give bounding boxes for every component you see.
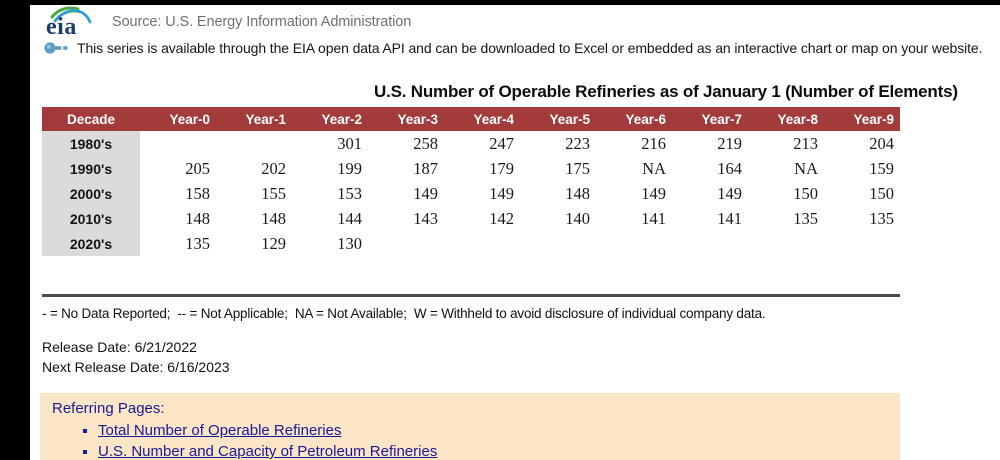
- next-release-date: Next Release Date: 6/16/2023: [42, 358, 230, 375]
- section-divider: [42, 294, 900, 297]
- referring-link-item: Total Number of Operable Refineries: [98, 422, 900, 439]
- decade-label: 2020's: [42, 231, 140, 256]
- referring-link[interactable]: Total Number of Operable Refineries: [98, 422, 342, 439]
- table-row: 2020's 135 129 130: [42, 231, 900, 256]
- column-header-year-3: Year-3: [368, 107, 444, 131]
- decade-label: 2000's: [42, 181, 140, 206]
- column-header-year-2: Year-2: [292, 107, 368, 131]
- value-cell: 179: [489, 158, 514, 178]
- value-cell: 144: [337, 208, 362, 228]
- referring-pages-box: Referring Pages: Total Number of Operabl…: [40, 393, 900, 460]
- value-cell: [368, 231, 444, 256]
- column-header-decade: Decade: [42, 107, 140, 131]
- value-cell: 141: [717, 208, 742, 228]
- table-row: 1990's 205 202 199 187 179 175 NA 164 NA 159: [42, 156, 900, 181]
- release-dates: Release Date: 6/21/2022 Next Release Dat…: [42, 338, 230, 377]
- value-cell: 164: [717, 158, 742, 178]
- value-cell: 149: [641, 183, 666, 203]
- top-frame-bar: [0, 0, 1000, 5]
- column-header-year-8: Year-8: [748, 107, 824, 131]
- value-cell: 143: [413, 208, 438, 228]
- value-cell: 148: [185, 208, 210, 228]
- table-title: U.S. Number of Operable Refineries as of…: [374, 82, 958, 101]
- referring-link[interactable]: U.S. Number and Capacity of Petroleum Re…: [98, 443, 438, 460]
- value-cell: 213: [793, 133, 818, 153]
- column-header-year-5: Year-5: [520, 107, 596, 131]
- value-cell: 204: [869, 133, 894, 153]
- value-cell: 129: [261, 233, 286, 253]
- value-cell: 140: [565, 208, 590, 228]
- value-cell: 187: [413, 158, 438, 178]
- value-cell: [672, 231, 748, 256]
- value-cell: [140, 131, 216, 156]
- value-cell: [216, 131, 292, 156]
- table-row: 1980's 301 258 247 223 216 219 213 204: [42, 131, 900, 156]
- value-cell: [520, 231, 596, 256]
- value-cell: 223: [565, 133, 590, 153]
- value-cell: 219: [717, 133, 742, 153]
- left-frame-bar: [0, 0, 30, 460]
- value-cell: 247: [489, 133, 514, 153]
- eia-logo[interactable]: eia: [44, 5, 96, 40]
- value-cell: 301: [337, 133, 362, 153]
- value-cell: 155: [261, 183, 286, 203]
- referring-links: Total Number of Operable Refineries U.S. …: [52, 422, 900, 460]
- value-cell: 205: [185, 158, 210, 178]
- footnote-text: - = No Data Reported; -- = Not Applicabl…: [42, 306, 766, 321]
- value-cell: 175: [565, 158, 590, 178]
- value-cell: 149: [717, 183, 742, 203]
- api-note-text: This series is available through the EIA…: [77, 40, 983, 56]
- value-cell: 158: [185, 183, 210, 203]
- referring-pages-heading: Referring Pages:: [52, 400, 165, 417]
- source-label: Source: U.S. Energy Information Administ…: [112, 14, 412, 30]
- referring-link-item: U.S. Number and Capacity of Petroleum Re…: [98, 443, 900, 460]
- value-cell: 159: [869, 158, 894, 178]
- table-body: 1980's 301 258 247 223 216 219 213 204 1990's 205 2…: [42, 131, 900, 256]
- value-cell: 148: [261, 208, 286, 228]
- value-cell: NA: [642, 158, 666, 178]
- column-header-year-9: Year-9: [824, 107, 900, 131]
- value-cell: 142: [489, 208, 514, 228]
- value-cell: 150: [869, 183, 894, 203]
- refineries-table: Decade Year-0 Year-1 Year-2 Year-3 Year-4 Year…: [42, 107, 900, 256]
- value-cell: 135: [869, 208, 894, 228]
- table-row: 2000's 158 155 153 149 149 148 149 149 150 150: [42, 181, 900, 206]
- value-cell: NA: [794, 158, 818, 178]
- value-cell: [596, 231, 672, 256]
- column-header-year-4: Year-4: [444, 107, 520, 131]
- eia-swoosh-icon: [50, 6, 92, 24]
- decade-label: 1980's: [42, 131, 140, 156]
- value-cell: 130: [337, 233, 362, 253]
- value-cell: 135: [793, 208, 818, 228]
- column-header-year-6: Year-6: [596, 107, 672, 131]
- value-cell: 148: [565, 183, 590, 203]
- value-cell: [824, 231, 900, 256]
- value-cell: 141: [641, 208, 666, 228]
- table-header-row: Decade Year-0 Year-1 Year-2 Year-3 Year-4 Year…: [42, 107, 900, 131]
- value-cell: 153: [337, 183, 362, 203]
- decade-label: 1990's: [42, 156, 140, 181]
- table-row: 2010's 148 148 144 143 142 140 141 141 135 135: [42, 206, 900, 231]
- release-date: Release Date: 6/21/2022: [42, 339, 197, 355]
- value-cell: 149: [413, 183, 438, 203]
- value-cell: 258: [413, 133, 438, 153]
- value-cell: [444, 231, 520, 256]
- value-cell: 199: [337, 158, 362, 178]
- value-cell: 149: [489, 183, 514, 203]
- decade-label: 2010's: [42, 206, 140, 231]
- eia-logo-text: eia: [46, 14, 77, 40]
- api-note-row: This series is available through the EIA…: [44, 40, 983, 56]
- column-header-year-1: Year-1: [216, 107, 292, 131]
- value-cell: [748, 231, 824, 256]
- column-header-year-0: Year-0: [140, 107, 216, 131]
- value-cell: 135: [185, 233, 210, 253]
- value-cell: 216: [641, 133, 666, 153]
- column-header-year-7: Year-7: [672, 107, 748, 131]
- value-cell: 202: [261, 158, 286, 178]
- logo-row: eia Source: U.S. Energy Information Admi…: [44, 5, 412, 40]
- key-icon: [44, 42, 68, 54]
- value-cell: 150: [793, 183, 818, 203]
